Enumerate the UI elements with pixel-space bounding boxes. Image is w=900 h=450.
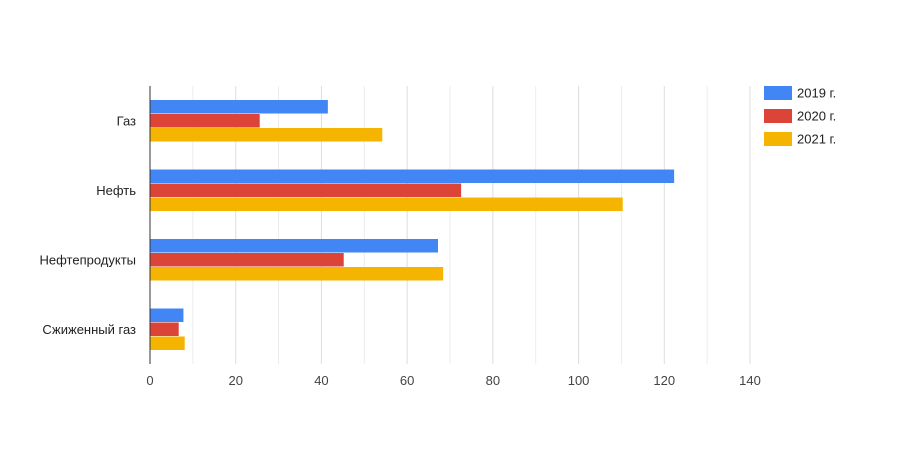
legend-swatch-3 <box>764 132 792 146</box>
x-tick-label-120: 120 <box>653 373 675 388</box>
legend-label-3: 2021 г. <box>797 132 836 147</box>
gridlines <box>192 86 751 364</box>
category-label-1: Газ <box>117 113 136 128</box>
bar-4-3[interactable] <box>150 336 185 351</box>
category-labels: Газ Нефть Нефтепродукты Сжиженный газ <box>40 113 137 337</box>
bar-2-1[interactable] <box>150 169 675 184</box>
bar-1-2[interactable] <box>150 114 260 128</box>
bar-3-2[interactable] <box>150 253 344 267</box>
bar-3-1[interactable] <box>150 239 438 253</box>
legend-swatch-1 <box>764 86 792 100</box>
bar-4-2[interactable] <box>150 322 179 337</box>
legend: 2019 г. 2020 г. 2021 г. <box>764 86 836 147</box>
bar-3-3[interactable] <box>150 267 444 281</box>
x-tick-label-80: 80 <box>486 373 500 388</box>
bars <box>150 100 675 351</box>
x-tick-label-20: 20 <box>228 373 242 388</box>
bar-2-3[interactable] <box>150 197 623 212</box>
category-label-4: Сжиженный газ <box>42 322 136 337</box>
category-label-3: Нефтепродукты <box>40 252 137 267</box>
bar-2-2[interactable] <box>150 183 462 198</box>
legend-label-1: 2019 г. <box>797 86 836 101</box>
legend-swatch-2 <box>764 109 792 123</box>
x-tick-label-60: 60 <box>400 373 414 388</box>
bar-1-3[interactable] <box>150 128 383 142</box>
x-axis-ticks: 0 20 40 60 80 100 120 140 <box>146 373 760 388</box>
x-tick-label-0: 0 <box>146 373 153 388</box>
x-tick-label-100: 100 <box>568 373 590 388</box>
x-tick-label-40: 40 <box>314 373 328 388</box>
category-label-2: Нефть <box>96 183 136 198</box>
legend-label-2: 2020 г. <box>797 109 836 124</box>
bar-1-1[interactable] <box>150 100 328 114</box>
bar-4-1[interactable] <box>150 308 184 323</box>
x-tick-label-140: 140 <box>739 373 761 388</box>
